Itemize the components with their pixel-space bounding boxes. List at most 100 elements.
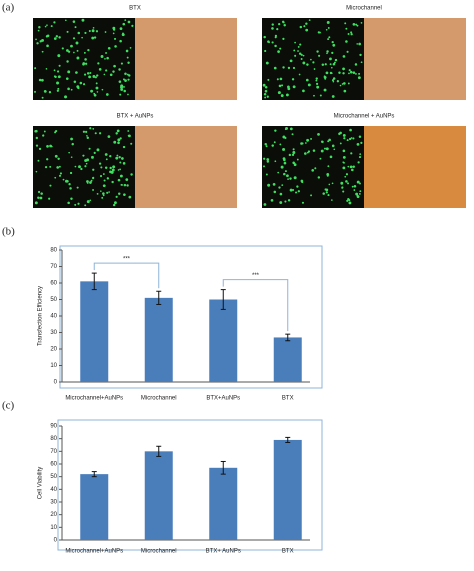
cell: [292, 66, 296, 70]
cell: [82, 83, 86, 86]
cell: [86, 180, 89, 183]
cell: [46, 44, 49, 48]
image-title: BTX + AuNPs: [117, 114, 154, 120]
cell: [96, 192, 99, 195]
cell: [50, 25, 53, 28]
cell: [266, 158, 270, 161]
cell: [279, 143, 282, 146]
cell: [313, 94, 315, 97]
cell: [124, 79, 127, 82]
cell: [37, 159, 40, 162]
cell: [282, 147, 286, 151]
cell: [38, 78, 42, 82]
cell: [35, 144, 39, 147]
brightfield-image: [135, 126, 237, 208]
cell: [117, 138, 121, 142]
cell: [46, 24, 48, 27]
cell: [345, 27, 348, 30]
cell: [118, 68, 121, 71]
cell: [35, 170, 38, 173]
cell: [345, 173, 349, 176]
cell: [93, 36, 97, 39]
cell: [282, 66, 285, 69]
y-tick-label: 20: [50, 512, 57, 518]
bar: [80, 281, 109, 382]
cell: [264, 143, 267, 146]
cell: [113, 140, 117, 144]
bar: [209, 299, 238, 382]
cell: [74, 26, 77, 29]
cell: [289, 127, 293, 131]
cell: [278, 186, 281, 189]
cell: [336, 80, 340, 83]
cell: [68, 151, 70, 154]
cell: [325, 71, 329, 75]
cell: [117, 169, 120, 171]
cell: [352, 165, 356, 168]
cell: [342, 166, 346, 170]
cell: [264, 49, 267, 53]
cell: [118, 156, 121, 159]
cell: [339, 142, 342, 145]
cell: [340, 181, 344, 185]
cells: [34, 18, 134, 99]
cell: [117, 178, 121, 182]
cell: [279, 47, 282, 50]
x-tick-label: BTX: [282, 396, 294, 402]
cell: [267, 183, 271, 187]
cell: [271, 144, 274, 147]
cell: [277, 91, 281, 95]
cell: [128, 195, 132, 199]
x-tick-label: Microchannel+AuNPs: [65, 549, 123, 555]
cell: [348, 69, 351, 72]
cell: [263, 165, 265, 168]
cell: [101, 88, 104, 91]
y-tick-label: 20: [50, 347, 57, 353]
cell: [331, 144, 335, 148]
cell: [360, 141, 363, 145]
cell: [271, 41, 274, 44]
cell: [300, 179, 304, 183]
cell: [348, 201, 352, 205]
cell: [58, 36, 61, 39]
cell: [351, 168, 354, 172]
cell: [276, 28, 279, 31]
cell: [292, 148, 295, 151]
cell: [76, 186, 79, 189]
cell: [89, 72, 92, 74]
y-tick-label: 10: [50, 525, 57, 531]
cell: [326, 20, 330, 24]
cell: [310, 137, 313, 140]
cell: [356, 142, 360, 146]
cell: [300, 142, 303, 145]
cell: [70, 88, 73, 91]
cell: [327, 140, 330, 143]
cell: [306, 151, 309, 154]
cell: [107, 135, 111, 138]
cell: [39, 196, 43, 200]
bar: [80, 474, 109, 540]
cell: [347, 182, 350, 185]
cell: [316, 50, 319, 53]
cell: [103, 73, 106, 76]
cell: [127, 130, 130, 132]
cell: [109, 73, 113, 77]
cell: [289, 177, 292, 180]
cell: [341, 83, 344, 85]
cell: [86, 200, 90, 204]
cell: [292, 85, 296, 89]
cell: [35, 136, 39, 140]
cell: [287, 66, 291, 70]
error-bar: [220, 289, 226, 310]
cell: [327, 165, 330, 168]
cell: [287, 87, 291, 91]
cell: [38, 26, 41, 29]
cell: [305, 28, 309, 32]
cell: [70, 197, 73, 200]
cell: [356, 180, 360, 184]
cell: [119, 168, 122, 171]
cell: [325, 191, 328, 194]
cell: [37, 190, 41, 194]
x-tick-label: Microchannel: [141, 396, 177, 402]
x-tick-label: BTX: [282, 549, 294, 555]
